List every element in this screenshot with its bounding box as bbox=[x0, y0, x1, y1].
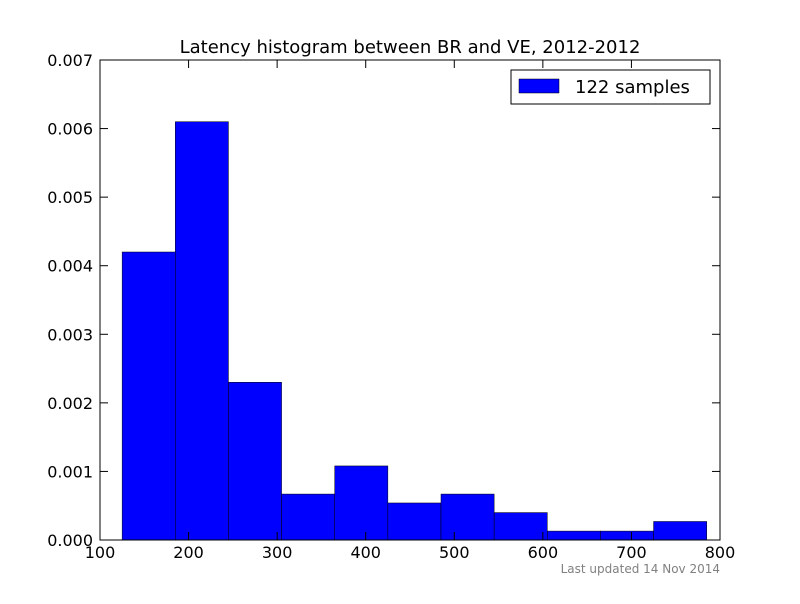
x-tick-label: 800 bbox=[705, 543, 736, 562]
chart-title: Latency histogram between BR and VE, 201… bbox=[180, 37, 641, 58]
histogram-bar bbox=[388, 503, 441, 540]
y-tick-label: 0.003 bbox=[47, 325, 93, 344]
x-tick-label: 400 bbox=[350, 543, 381, 562]
histogram-bar bbox=[494, 513, 547, 540]
histogram-bar bbox=[122, 252, 175, 540]
y-tick-label: 0.007 bbox=[47, 51, 93, 70]
histogram-bar bbox=[282, 494, 335, 540]
histogram-bar bbox=[654, 521, 707, 540]
x-tick-label: 700 bbox=[616, 543, 647, 562]
y-tick-label: 0.000 bbox=[47, 531, 93, 550]
histogram-bar bbox=[228, 382, 281, 540]
y-tick-label: 0.004 bbox=[47, 257, 93, 276]
y-tick-label: 0.001 bbox=[47, 462, 93, 481]
histogram-bar bbox=[335, 466, 388, 540]
x-tick-label: 200 bbox=[173, 543, 204, 562]
legend: 122 samples bbox=[511, 70, 710, 104]
histogram-bars bbox=[122, 122, 707, 540]
y-tick-label: 0.002 bbox=[47, 394, 93, 413]
x-tick-label: 600 bbox=[528, 543, 559, 562]
histogram-bar bbox=[441, 494, 494, 540]
x-tick-label: 500 bbox=[439, 543, 470, 562]
y-tick-label: 0.006 bbox=[47, 120, 93, 139]
last-updated-note: Last updated 14 Nov 2014 bbox=[561, 562, 720, 576]
x-tick-label: 300 bbox=[262, 543, 293, 562]
legend-swatch bbox=[519, 79, 559, 93]
legend-label: 122 samples bbox=[575, 77, 690, 98]
y-tick-label: 0.005 bbox=[47, 188, 93, 207]
histogram-bar bbox=[600, 531, 653, 540]
histogram-bar bbox=[175, 122, 228, 540]
histogram-bar bbox=[547, 531, 600, 540]
